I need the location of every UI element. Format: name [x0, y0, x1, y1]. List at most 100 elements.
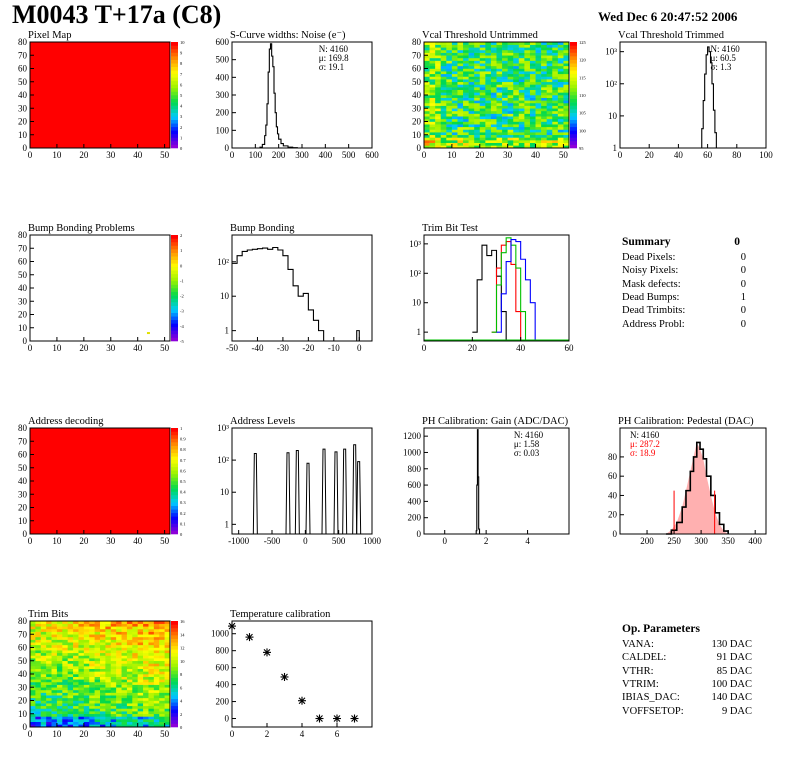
heatmap-cell	[51, 721, 58, 725]
heatmap-cell	[121, 663, 128, 667]
heatmap-cell	[479, 57, 486, 61]
heatmap-cell	[94, 639, 101, 643]
heatmap-cell	[468, 124, 475, 128]
heatmap-cell	[535, 121, 542, 125]
x-tick-label: 20	[79, 150, 89, 160]
heatmap-cell	[446, 116, 453, 120]
heatmap-cell	[490, 49, 497, 53]
heatmap-cell	[496, 134, 503, 138]
y-tick-label: 0	[225, 714, 230, 724]
heatmap-cell	[457, 145, 464, 149]
y-tick-label: 400	[216, 72, 230, 82]
heatmap-cell	[40, 679, 47, 683]
heatmap-cell	[529, 129, 536, 133]
heatmap-cell	[126, 650, 133, 654]
heatmap-cell	[557, 73, 564, 77]
heatmap-cell	[100, 721, 106, 725]
heatmap-cell	[524, 121, 531, 125]
heatmap-cell	[513, 44, 520, 48]
heatmap-cell	[94, 671, 101, 675]
heatmap-cell	[121, 668, 128, 672]
heatmap-cell	[546, 47, 553, 51]
color-scale-step	[570, 144, 577, 149]
heatmap-cell	[89, 631, 95, 635]
heatmap-cell	[463, 134, 469, 138]
heatmap-cell	[153, 674, 160, 677]
heatmap-cell	[126, 689, 133, 693]
heatmap-cell	[83, 711, 90, 715]
color-scale-step	[171, 649, 178, 654]
heatmap-cell	[424, 44, 430, 48]
y-tick-label: 60	[18, 257, 28, 267]
heatmap-cell	[78, 705, 85, 709]
heatmap-cell	[100, 626, 106, 630]
y-tick-label: 0	[613, 529, 618, 539]
heatmap-cell	[541, 55, 547, 59]
heatmap-cell	[440, 137, 447, 141]
heatmap-cell	[83, 621, 90, 624]
heatmap-cell	[468, 65, 475, 69]
heatmap-cell	[524, 84, 531, 88]
heatmap-cell	[424, 92, 430, 96]
heatmap-cell	[89, 719, 95, 722]
heatmap-cell	[535, 44, 542, 48]
color-scale-label: 14	[180, 632, 185, 637]
heatmap-cell	[67, 676, 74, 680]
heatmap-cell	[100, 674, 106, 677]
y-tick-label: 60	[18, 450, 28, 460]
heatmap-cell	[463, 52, 469, 56]
heatmap-cell	[463, 124, 469, 128]
heatmap-cell	[457, 55, 464, 59]
heatmap-cell	[541, 81, 547, 85]
color-scale-label: -4	[180, 324, 184, 329]
heatmap-cell	[435, 71, 442, 75]
op-param-label: CALDEL:	[622, 652, 667, 664]
heatmap-cell	[73, 655, 79, 659]
heatmap-cell	[502, 68, 508, 72]
heatmap-cell	[132, 666, 138, 669]
y-tick-label: 70	[18, 629, 28, 639]
heatmap-cell	[105, 679, 112, 683]
heatmap-cell	[535, 124, 542, 128]
heatmap-cell	[148, 652, 155, 656]
heatmap-cell	[67, 639, 74, 643]
heatmap-cell	[73, 705, 79, 709]
heatmap-cell	[73, 652, 79, 656]
heatmap-cell	[496, 97, 503, 101]
heatmap-cell	[137, 679, 144, 683]
color-scale-step	[171, 463, 178, 468]
heatmap-cell	[46, 679, 52, 683]
y-tick-label: 0	[23, 336, 28, 346]
heatmap-cell	[552, 47, 559, 51]
heatmap-cell	[110, 676, 117, 680]
color-scale-step	[570, 49, 577, 53]
heatmap-cell	[143, 692, 149, 696]
heatmap-cell	[51, 652, 58, 656]
heatmap-cell	[126, 674, 133, 677]
heatmap-cell	[83, 695, 90, 699]
heatmap-cell	[143, 676, 149, 680]
heatmap-cell	[30, 626, 36, 630]
y-tick-label: 40	[412, 90, 422, 100]
x-tick-label: 40	[674, 150, 684, 160]
heatmap-cell	[474, 126, 481, 130]
heatmap-cell	[40, 634, 47, 638]
heatmap-cell	[164, 721, 171, 725]
heatmap-cell	[479, 108, 486, 112]
y-tick-label: 10	[608, 111, 618, 121]
heatmap-cell	[502, 42, 508, 45]
heatmap-cell	[429, 118, 436, 122]
color-scale-step	[171, 635, 178, 639]
heatmap-cell	[451, 121, 458, 125]
heatmap-cell	[110, 719, 117, 722]
heatmap-cell	[457, 81, 464, 85]
heatmap-cell	[451, 134, 458, 138]
heatmap-cell	[535, 108, 542, 112]
heatmap-cell	[159, 684, 165, 688]
heatmap-cell	[424, 97, 430, 101]
heatmap-cell	[105, 660, 112, 664]
heatmap-cell	[78, 639, 85, 643]
y-tick-label: 80	[18, 423, 28, 433]
heatmap-cell	[30, 684, 36, 688]
heatmap-cell	[51, 724, 58, 728]
